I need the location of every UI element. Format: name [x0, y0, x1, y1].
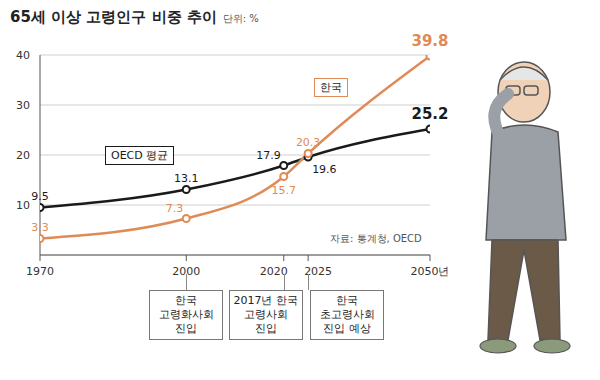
html-text:진입 예상: 진입 예상: [323, 322, 371, 335]
html-text:65세 이상 고령인구 비중 추이 단위: %: 65세 이상 고령인구 비중 추이 단위: %: [10, 8, 259, 26]
html-text:초고령사회: 초고령사회: [319, 308, 375, 321]
svg-text:13.1: 13.1: [174, 172, 199, 185]
svg-text:1970: 1970: [26, 265, 54, 278]
html-text:진입: 진입: [175, 322, 198, 335]
svg-text:2000: 2000: [172, 265, 201, 278]
html-text:진입: 진입: [254, 322, 277, 335]
svg-text:9.5: 9.5: [31, 190, 49, 203]
html-text:한국: 한국: [320, 81, 342, 94]
svg-text:7.3: 7.3: [166, 202, 184, 215]
svg-text:2020: 2020: [259, 265, 288, 278]
svg-text:2025: 2025: [304, 265, 333, 278]
html-text:한국: 한국: [336, 294, 359, 307]
html-text:자료: 통계청, OECD: 자료: 통계청, OECD: [330, 233, 422, 244]
svg-text:15.7: 15.7: [272, 184, 297, 197]
svg-text:30: 30: [16, 99, 30, 112]
html-text:OECD 평균: OECD 평균: [111, 149, 169, 162]
html-text:고령사회: 고령사회: [243, 308, 288, 321]
svg-text:20: 20: [16, 149, 30, 162]
svg-text:40: 40: [16, 49, 30, 62]
svg-text:19.6: 19.6: [312, 163, 337, 176]
html-text:고령화사회: 고령화사회: [158, 308, 214, 321]
svg-text:3.3: 3.3: [31, 221, 49, 234]
svg-text:39.8: 39.8: [411, 32, 448, 50]
svg-text:25.2: 25.2: [411, 105, 448, 123]
html-text:한국: 한국: [175, 294, 198, 307]
svg-text:20.3: 20.3: [296, 136, 321, 149]
html-text:2017년 한국: 2017년 한국: [233, 294, 298, 307]
svg-text:10: 10: [16, 199, 30, 212]
svg-text:2050년: 2050년: [411, 265, 450, 278]
svg-text:17.9: 17.9: [256, 149, 281, 162]
